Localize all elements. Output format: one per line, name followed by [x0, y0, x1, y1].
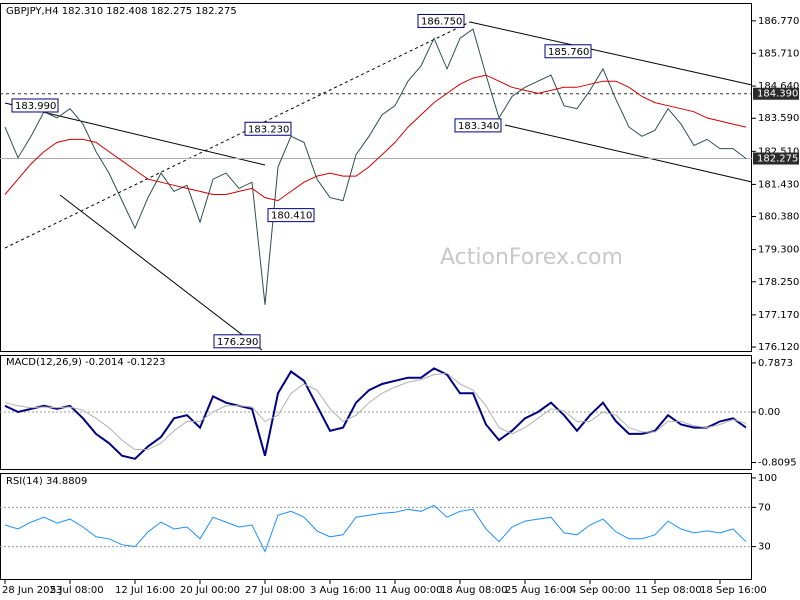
level-marker: [753, 87, 799, 100]
annotation-box: [11, 98, 59, 113]
watermark: ActionForex.com: [440, 245, 623, 270]
level-label: 184.390: [757, 89, 798, 100]
annotation-box: [417, 13, 465, 28]
series-line: [4, 367, 747, 460]
series-line: [4, 74, 747, 202]
trend-line: [504, 124, 753, 183]
annotation-label: 185.760: [548, 47, 589, 58]
annotation-box: [213, 334, 261, 349]
x-tick-label: 18 Aug 08:00: [440, 585, 507, 596]
trend-lines: [4, 21, 753, 351]
rsi-panel: [0, 473, 752, 580]
y-tick-label: 100: [758, 473, 777, 484]
y-tick-label: 30: [758, 542, 771, 553]
annotation-label: 183.230: [248, 124, 289, 135]
y-tick-label: 185.710: [758, 48, 799, 59]
annotation-label: 180.410: [271, 211, 312, 222]
y-tick-label: 176.120: [758, 342, 799, 353]
y-tick-label: 178.250: [758, 277, 799, 288]
y-tick-label: 186.770: [758, 16, 799, 27]
y-tick-label: 177.170: [758, 310, 799, 321]
y-tick-label: 184.640: [758, 81, 799, 92]
chart-title: GBPJPY,H4 182.310 182.408 182.275 182.27…: [6, 6, 237, 17]
y-tick-label: 180.380: [758, 212, 799, 223]
level-label: 182.275: [757, 154, 798, 165]
x-tick-label: 20 Jul 00:00: [180, 585, 240, 596]
annotation-label: 183.990: [15, 101, 56, 112]
x-tick-label: 25 Aug 16:00: [505, 585, 572, 596]
annotation-box: [267, 208, 315, 223]
trend-line: [59, 194, 263, 351]
x-tick-label: 27 Jul 08:00: [245, 585, 305, 596]
annotation-box: [544, 44, 592, 59]
annotation-label: 186.750: [421, 16, 462, 27]
x-tick-label: 4 Sep 00:00: [570, 585, 630, 596]
series-line: [4, 504, 747, 553]
price-panel: [0, 3, 752, 352]
trend-line: [469, 21, 753, 86]
y-tick-label: 179.300: [758, 245, 799, 256]
y-tick-label: 0.7873: [758, 358, 793, 369]
y-tick-label: 181.430: [758, 179, 799, 190]
annotation-box: [454, 118, 502, 133]
x-tick-label: 3 Aug 16:00: [310, 585, 371, 596]
trend-line: [4, 21, 471, 249]
x-tick-label: 28 Jun 2023: [2, 585, 62, 596]
y-tick-label: 183.590: [758, 113, 799, 124]
y-tick-label: -0.8095: [758, 458, 797, 469]
y-tick-label: 182.510: [758, 146, 799, 157]
x-tick-label: 5 Jul 08:00: [50, 585, 104, 596]
rsi-title: RSI(14) 34.8809: [6, 476, 87, 487]
series-line: [4, 372, 747, 450]
level-marker: [753, 152, 799, 165]
y-tick-label: 70: [758, 502, 771, 513]
x-tick-label: 18 Sep 16:00: [700, 585, 767, 596]
x-tick-label: 12 Jul 16:00: [115, 585, 175, 596]
annotation-box: [244, 121, 292, 136]
annotation-label: 176.290: [217, 337, 258, 348]
macd-title: MACD(12,26,9) -0.2014 -0.1223: [6, 357, 166, 368]
annotation-label: 183.340: [458, 121, 499, 132]
series-line: [4, 28, 747, 305]
y-tick-label: 0.00: [758, 407, 780, 418]
x-tick-label: 11 Sep 08:00: [635, 585, 702, 596]
x-tick-label: 11 Aug 00:00: [375, 585, 442, 596]
